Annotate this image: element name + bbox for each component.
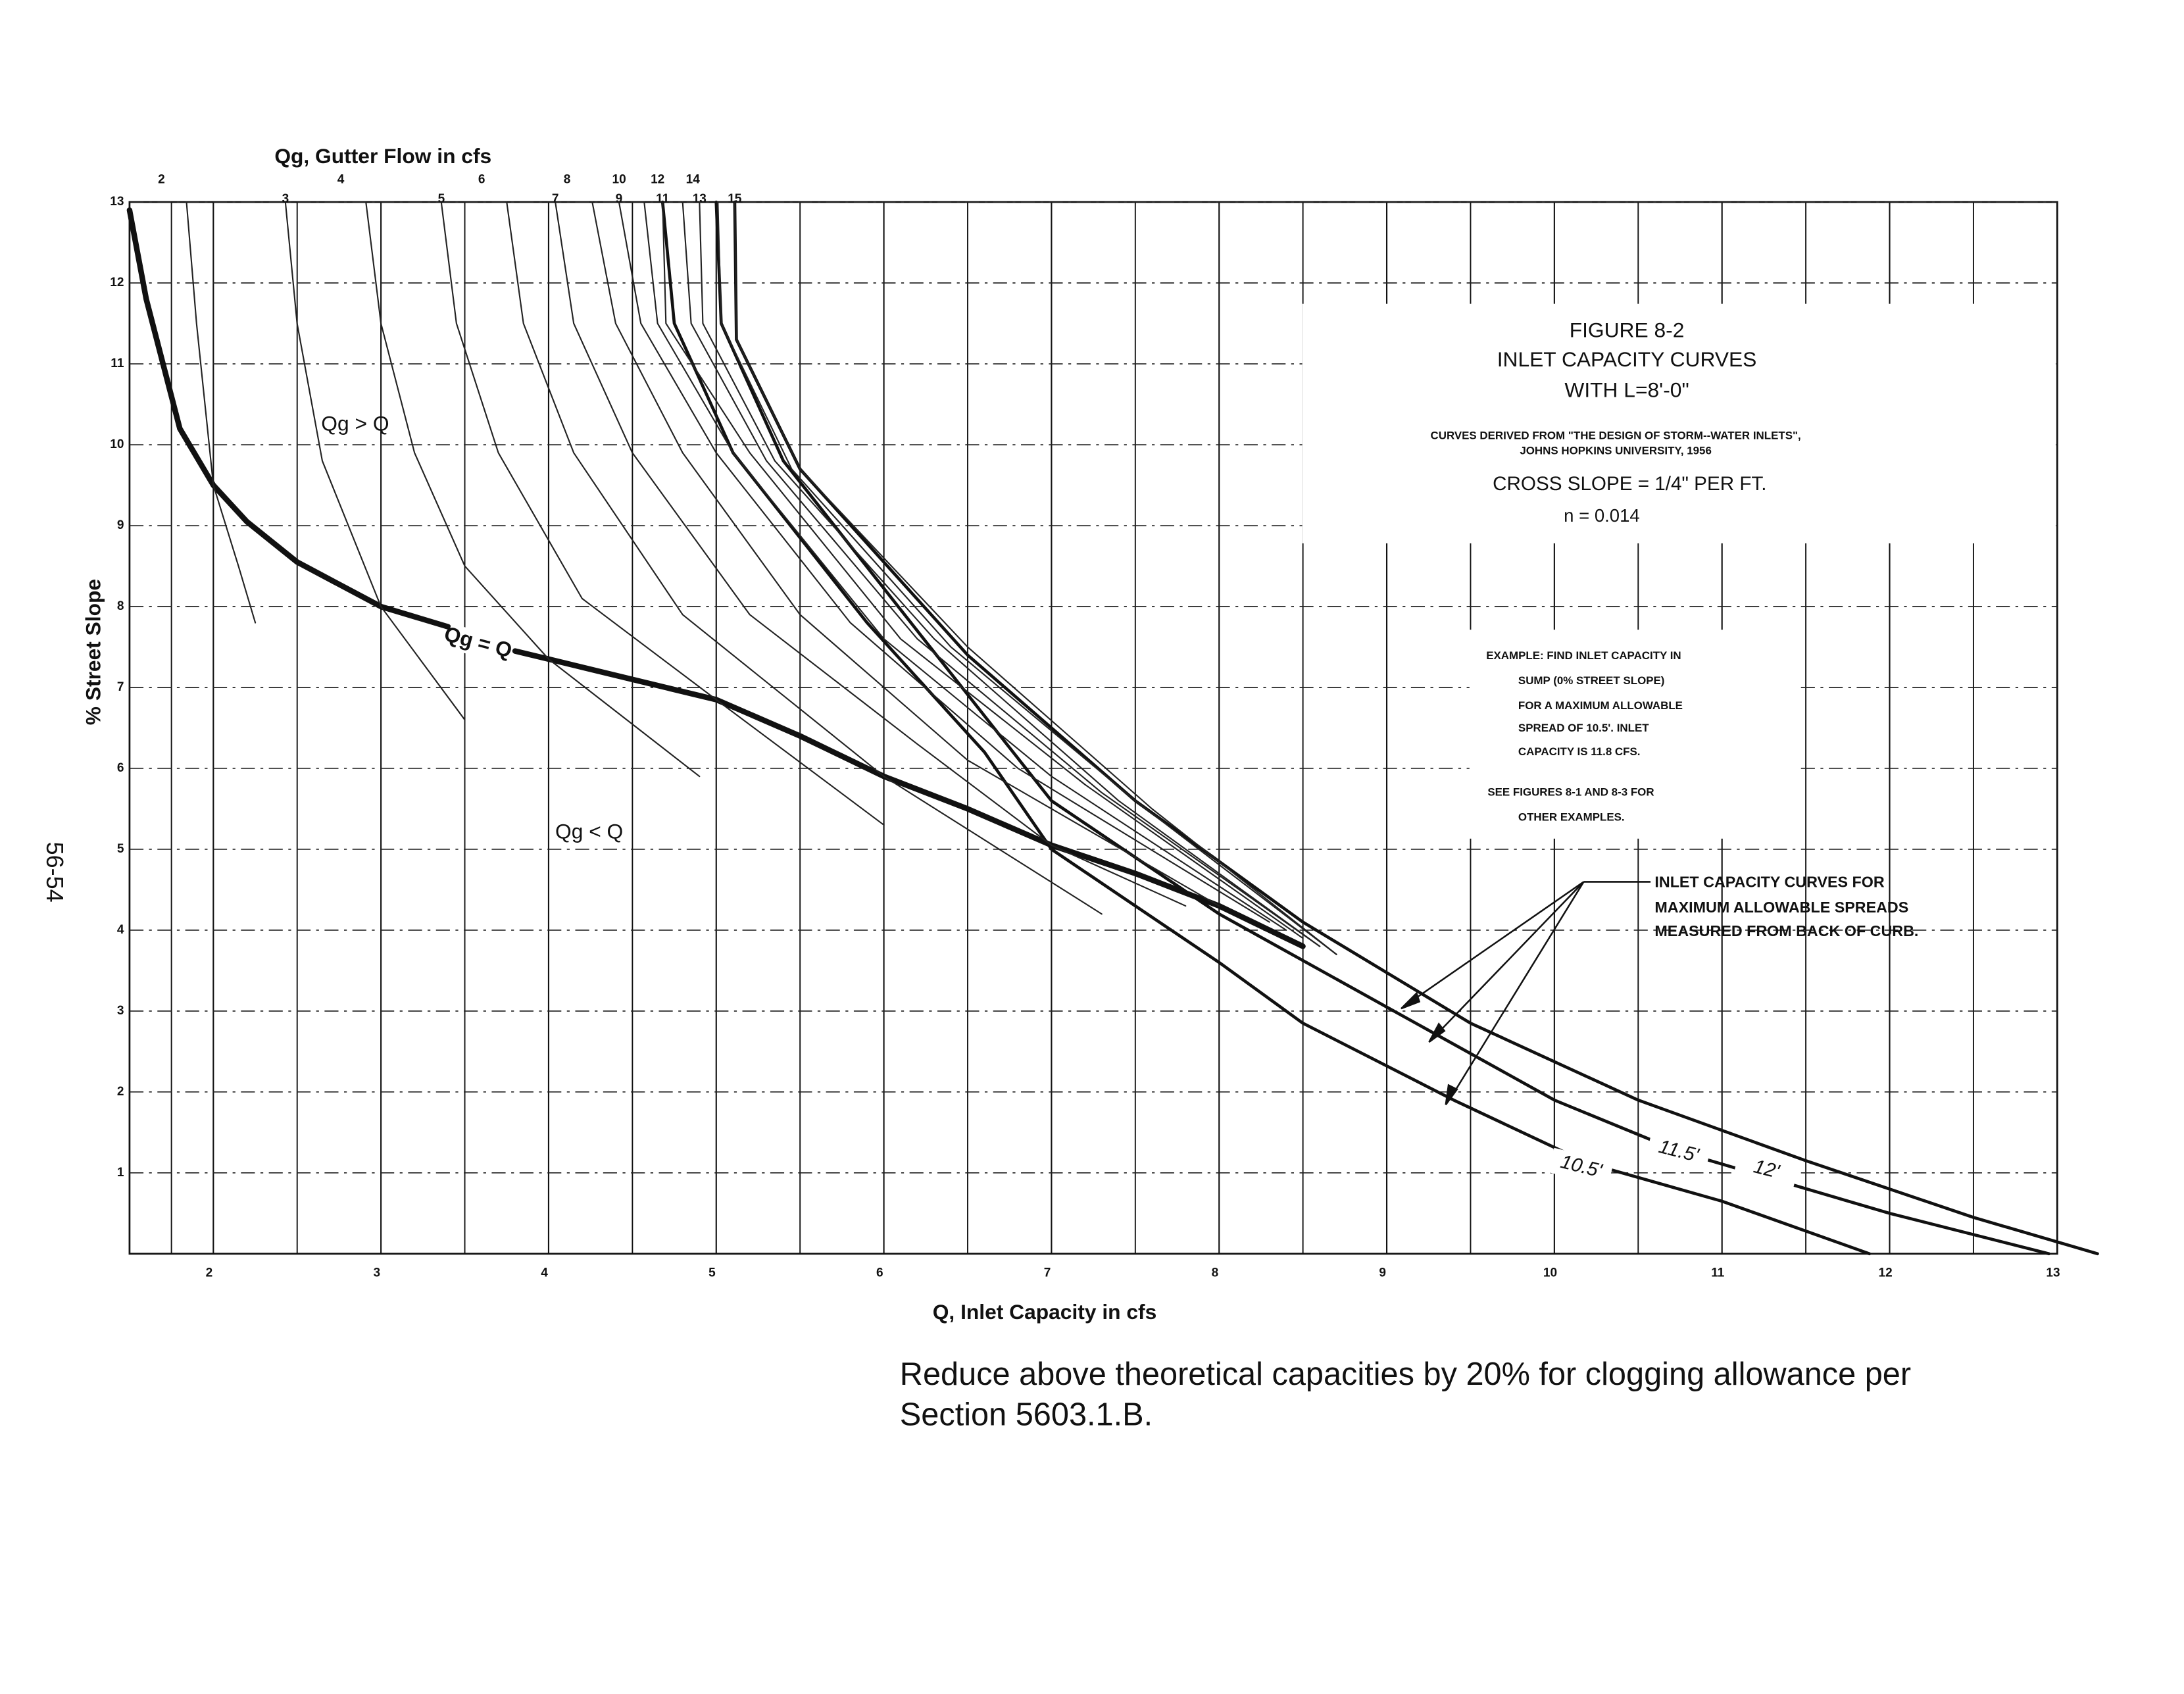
x-tick-label: 13: [2046, 1266, 2060, 1280]
gutter-flow-label: 11: [656, 192, 670, 206]
title-line: FIGURE 8-2: [1570, 318, 1685, 341]
y-tick-label: 7: [117, 680, 124, 694]
x-tick-label: 3: [373, 1266, 380, 1280]
gutter-flow-label: 2: [158, 172, 165, 186]
top-axis-title: Qg, Gutter Flow in cfs: [274, 144, 491, 168]
label-knockout: [1548, 1147, 1614, 1187]
y-tick-label: 10: [110, 437, 124, 451]
arrowhead: [1445, 1084, 1458, 1105]
curve: [717, 201, 1337, 955]
example-line: SUMP (0% STREET SLOPE): [1518, 674, 1665, 687]
parameter-line: n = 0.014: [1564, 505, 1640, 526]
gutter-flow-label: 13: [693, 192, 707, 206]
x-axis-title: Q, Inlet Capacity in cfs: [933, 1300, 1157, 1324]
curve: [699, 201, 1321, 947]
label-knockout: [445, 623, 511, 664]
gutter-flow-label: 3: [282, 192, 289, 206]
footnote-line: Reduce above theoretical capacities by 2…: [900, 1357, 1911, 1392]
curve: [618, 201, 1270, 923]
label-knockout: [1733, 1150, 1799, 1190]
curve: [440, 201, 885, 826]
x-tick-label: 11: [1711, 1266, 1725, 1280]
label-knockout: [1645, 1132, 1712, 1172]
curve: [186, 201, 257, 624]
y-tick-label: 6: [117, 761, 124, 775]
y-tick-label: 11: [111, 357, 124, 370]
gutter-flow-label: 7: [552, 192, 559, 206]
curves: [126, 200, 2099, 1256]
x-tick-label: 9: [1379, 1266, 1386, 1280]
y-tick-label: 3: [117, 1004, 124, 1018]
source-line: JOHNS HOPKINS UNIVERSITY, 1956: [1520, 445, 1712, 457]
y-tick-label: 12: [110, 276, 124, 289]
pointer-line: [1433, 881, 1585, 1037]
example-line: EXAMPLE: FIND INLET CAPACITY IN: [1486, 649, 1681, 662]
arrowhead: [1401, 991, 1421, 1010]
curves-note-line: INLET CAPACITY CURVES FOR: [1654, 874, 1884, 891]
page-number: 56-54: [41, 842, 68, 903]
footnote-line: Section 5603.1.B.: [900, 1397, 1153, 1432]
curve: [733, 201, 1337, 955]
gutter-flow-label: 12: [651, 172, 664, 186]
y-tick-label: 4: [117, 923, 124, 937]
gutter-flow-label: 15: [728, 192, 742, 206]
curves-note-line: MAXIMUM ALLOWABLE SPREADS: [1654, 899, 1908, 916]
gutter-flow-label: 5: [438, 192, 445, 206]
x-tick-label: 4: [541, 1266, 548, 1280]
curve: [682, 201, 1321, 947]
title-line: INLET CAPACITY CURVES: [1497, 347, 1757, 371]
source-line: CURVES DERIVED FROM "THE DESIGN OF STORM…: [1431, 429, 1801, 441]
y-tick-label: 9: [117, 518, 124, 532]
curve: [365, 201, 701, 778]
gutter-flow-label: 4: [337, 172, 345, 186]
see-line: OTHER EXAMPLES.: [1518, 811, 1625, 824]
figure-box: [1302, 303, 2056, 543]
parameter-line: CROSS SLOPE = 1/4" PER FT.: [1493, 473, 1766, 495]
example-line: SPREAD OF 10.5'. INLET: [1518, 722, 1649, 734]
see-line: SEE FIGURES 8-1 AND 8-3 FOR: [1487, 785, 1654, 798]
region-label: Qg < Q: [555, 820, 623, 843]
gutter-flow-label: 14: [686, 172, 701, 186]
x-tick-label: 6: [876, 1266, 883, 1280]
x-tick-label: 10: [1543, 1266, 1557, 1280]
x-tick-label: 12: [1879, 1266, 1893, 1280]
curve: [591, 201, 1220, 907]
y-tick-label: 2: [117, 1085, 124, 1099]
x-tick-label: 5: [708, 1266, 716, 1280]
gutter-flow-label: 9: [616, 192, 623, 206]
x-tick-label: 7: [1044, 1266, 1051, 1280]
example-line: FOR A MAXIMUM ALLOWABLE: [1518, 699, 1683, 712]
arrowhead: [1428, 1022, 1446, 1043]
gutter-flow-label: 8: [564, 172, 571, 186]
y-tick-label: 13: [110, 195, 124, 209]
pointer-arrows: [1401, 881, 1651, 1105]
y-axis-title: % Street Slope: [81, 579, 105, 725]
x-tick-label: 8: [1212, 1266, 1219, 1280]
boxes: [1302, 303, 2056, 839]
y-tick-label: 1: [117, 1166, 124, 1180]
y-tick-label: 5: [117, 842, 124, 856]
curve: [643, 201, 1287, 931]
curve: [284, 201, 466, 721]
y-tick-label: 8: [117, 599, 124, 613]
x-tick-label: 2: [206, 1266, 213, 1280]
pointer-line: [1449, 881, 1585, 1100]
curve: [662, 201, 1304, 939]
example-box: [1469, 630, 1799, 839]
region-label: Qg > Q: [321, 411, 389, 435]
gutter-flow-label: 6: [478, 172, 485, 186]
gutter-flow-label: 10: [612, 172, 626, 186]
curve: [506, 201, 1103, 915]
curves-note-line: MEASURED FROM BACK OF CURB.: [1654, 922, 1918, 939]
title-line: WITH L=8'-0": [1564, 378, 1689, 402]
pointer-line: [1406, 881, 1585, 1005]
example-line: CAPACITY IS 11.8 CFS.: [1518, 745, 1641, 758]
curve: [555, 201, 1187, 907]
